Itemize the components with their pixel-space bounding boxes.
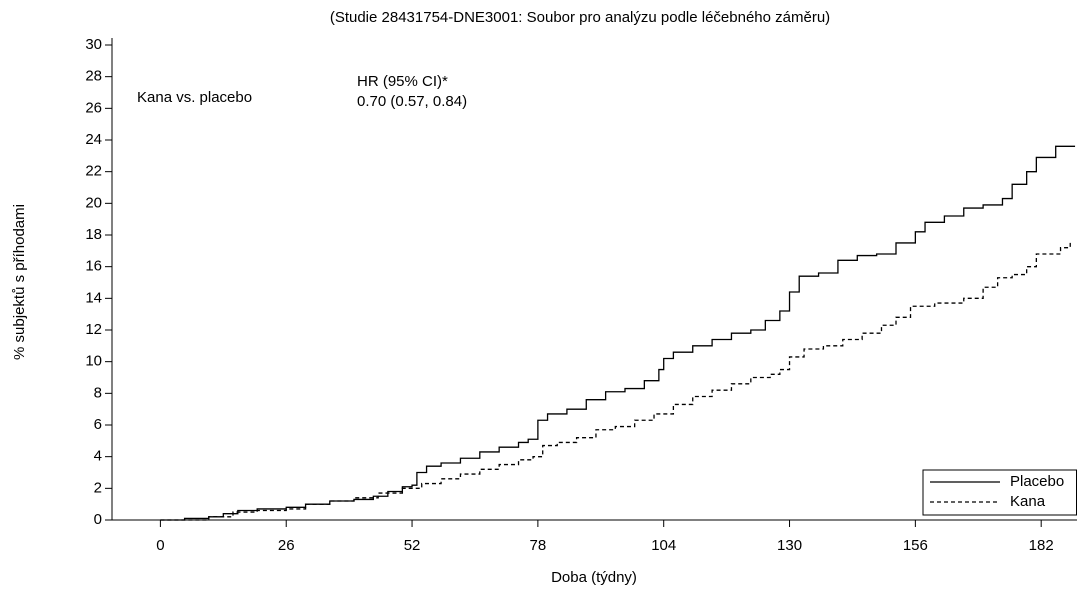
legend-label: Placebo <box>1010 473 1064 490</box>
chart-title: (Studie 28431754-DNE3001: Soubor pro ana… <box>330 9 830 26</box>
y-tick-label: 6 <box>94 416 102 433</box>
series-line <box>160 241 1071 521</box>
x-tick-label: 52 <box>404 537 421 554</box>
y-tick-label: 2 <box>94 479 102 496</box>
y-tick-label: 4 <box>94 448 102 465</box>
annotation: HR (95% CI)* <box>357 73 448 90</box>
y-tick-label: 22 <box>85 163 102 180</box>
series-line <box>160 145 1076 521</box>
annotation: 0.70 (0.57, 0.84) <box>357 93 467 110</box>
y-tick-label: 14 <box>85 289 102 306</box>
y-tick-label: 12 <box>85 321 102 338</box>
y-tick-label: 28 <box>85 68 102 85</box>
x-tick-label: 104 <box>651 537 676 554</box>
y-tick-label: 8 <box>94 384 102 401</box>
x-tick-label: 0 <box>156 537 164 554</box>
y-tick-label: 24 <box>85 131 102 148</box>
legend-label: Kana <box>1010 493 1046 510</box>
x-tick-label: 26 <box>278 537 295 554</box>
y-axis-label: % subjektů s příhodami <box>11 204 28 360</box>
y-tick-label: 20 <box>85 194 102 211</box>
y-tick-label: 0 <box>94 511 102 528</box>
y-tick-label: 10 <box>85 353 102 370</box>
x-tick-label: 130 <box>777 537 802 554</box>
x-tick-label: 156 <box>903 537 928 554</box>
annotation: Kana vs. placebo <box>137 89 252 106</box>
y-tick-label: 18 <box>85 226 102 243</box>
x-tick-label: 78 <box>530 537 547 554</box>
legend-box <box>922 469 1077 516</box>
x-tick-label: 182 <box>1029 537 1054 554</box>
x-axis-label: Doba (týdny) <box>551 569 637 586</box>
y-tick-label: 26 <box>85 99 102 116</box>
y-tick-label: 16 <box>85 258 102 275</box>
y-tick-label: 30 <box>85 36 102 53</box>
